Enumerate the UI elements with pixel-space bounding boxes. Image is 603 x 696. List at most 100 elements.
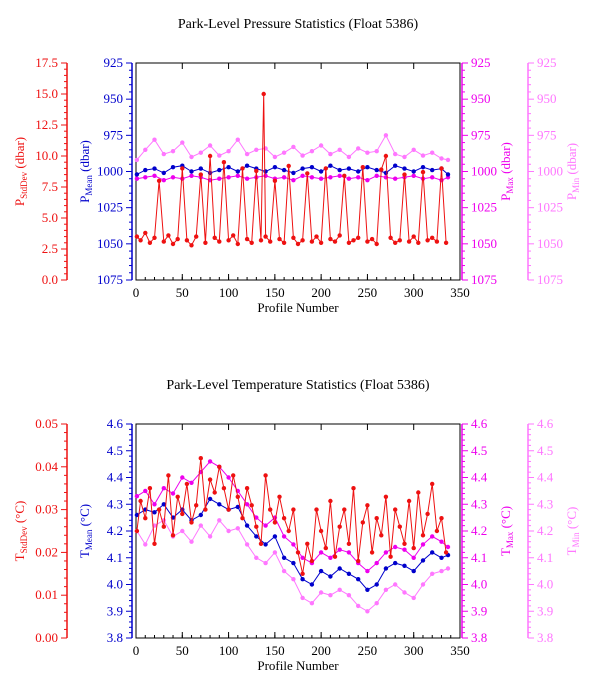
stddev-data-point	[180, 166, 185, 171]
stddev-data-point	[374, 516, 379, 521]
max-data-point	[217, 176, 222, 181]
max-data-point	[346, 550, 352, 555]
max-y-tick-label: 4.6	[471, 416, 488, 431]
x-axis-label: Profile Number	[257, 300, 339, 315]
stddev-data-point	[356, 558, 361, 564]
mean-y-tick-label: 1075	[97, 272, 123, 287]
mean-y-tick-label: 975	[104, 127, 124, 142]
mean-data-point	[346, 166, 352, 171]
min-y-tick-label: 975	[537, 127, 557, 142]
max-data-point	[226, 175, 231, 180]
max-data-point	[161, 486, 166, 491]
min-y-tick-label: 4.5	[537, 443, 553, 458]
stddev-data-point	[379, 167, 384, 172]
max-data-point	[445, 544, 451, 550]
min-y-tick-label: 1075	[537, 272, 563, 287]
stddev-data-point	[393, 507, 398, 512]
max-data-point	[365, 568, 370, 574]
min-data-point	[383, 133, 389, 138]
stddev-data-point	[346, 541, 352, 546]
stddev-data-point	[240, 516, 245, 521]
min-data-point	[393, 151, 398, 157]
max-data-point	[152, 173, 157, 178]
min-data-point	[411, 595, 416, 601]
stddev-data-point	[439, 516, 444, 521]
mean-data-point	[420, 558, 426, 563]
min-data-point	[291, 577, 296, 582]
min-y-tick-label: 950	[537, 91, 557, 106]
stddev-y-axis-label: PStdDev (dbar)	[12, 137, 29, 206]
mean-data-point	[309, 165, 315, 170]
chart-title: Park-Level Temperature Statistics (Float…	[166, 378, 429, 393]
stddev-y-tick-label: 17.5	[35, 55, 58, 70]
mean-y-tick-label: 925	[104, 55, 124, 70]
mean-data-point	[374, 582, 379, 587]
stddev-data-point	[272, 178, 278, 183]
stddev-data-point	[221, 160, 227, 165]
stddev-data-point	[134, 234, 140, 239]
max-data-point	[411, 173, 416, 178]
min-y-label-sub: Min	[571, 177, 581, 193]
stddev-data-point	[212, 235, 217, 240]
stddev-data-point	[170, 533, 176, 538]
stddev-data-point	[240, 166, 245, 171]
stddev-data-point	[309, 239, 315, 244]
mean-data-point	[207, 170, 213, 176]
mean-data-point	[337, 167, 342, 173]
mean-data-point	[281, 167, 287, 173]
max-y-tick-label: 925	[471, 55, 491, 70]
mean-data-point	[365, 165, 370, 170]
mean-data-point	[235, 169, 240, 174]
stddev-data-point	[328, 498, 333, 504]
x-tick-label: 150	[265, 643, 285, 658]
min-y-tick-label: 3.8	[537, 630, 553, 645]
mean-data-point	[393, 560, 398, 566]
max-data-point	[374, 173, 379, 178]
max-data-point	[346, 176, 352, 181]
min-y-tick-label: 4.3	[537, 496, 553, 511]
stddev-y-label-main: P	[12, 199, 27, 206]
stddev-data-point	[397, 524, 402, 529]
stddev-data-point	[416, 490, 421, 495]
stddev-data-point	[194, 503, 199, 508]
min-y-tick-label: 4.1	[537, 550, 553, 565]
stddev-data-point	[147, 486, 153, 491]
stddev-data-point	[207, 153, 213, 159]
max-data-point	[170, 175, 176, 180]
min-y-tick-label: 1000	[537, 164, 563, 179]
min-data-point	[402, 590, 407, 595]
min-data-point	[365, 609, 370, 614]
mean-y-label-unit: (dbar)	[77, 140, 92, 175]
stddev-data-point	[305, 171, 310, 176]
min-data-point	[337, 147, 342, 152]
max-data-point	[263, 523, 268, 528]
mean-data-point	[402, 563, 407, 568]
max-y-tick-label: 1050	[471, 236, 497, 251]
mean-data-point	[263, 542, 268, 547]
max-y-label-sub: Max	[505, 177, 515, 194]
mean-y-tick-label: 4.2	[107, 523, 123, 538]
max-data-point	[134, 494, 140, 499]
stddev-y-tick-label: 0.03	[35, 502, 58, 517]
stddev-data-point	[430, 481, 435, 487]
min-data-point	[383, 587, 389, 592]
stddev-data-point	[156, 178, 162, 183]
max-y-label-main: P	[498, 194, 513, 201]
min-data-point	[207, 143, 213, 148]
max-data-point	[337, 547, 342, 552]
stddev-y-tick-label: 0.05	[35, 416, 58, 431]
stddev-data-point	[221, 486, 227, 491]
max-data-point	[430, 175, 435, 180]
stddev-data-point	[231, 473, 236, 478]
x-tick-label: 0	[133, 643, 140, 658]
stddev-data-point	[254, 524, 259, 529]
min-data-point	[254, 555, 259, 560]
max-data-point	[143, 175, 148, 180]
stddev-data-point	[272, 520, 278, 525]
mean-data-point	[161, 502, 166, 507]
max-data-point	[226, 475, 231, 480]
stddev-data-point	[295, 241, 301, 247]
max-y-axis-label: TMax (°C)	[498, 506, 515, 556]
min-data-point	[217, 518, 222, 523]
